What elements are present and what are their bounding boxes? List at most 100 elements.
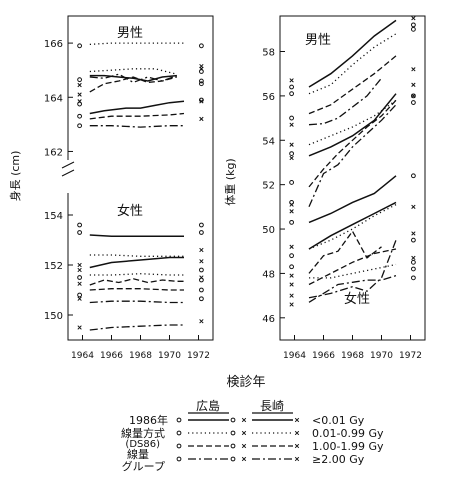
x-axis-title: 検診年: [226, 374, 265, 390]
height-marker-hiroshima: [199, 296, 204, 302]
weight-series-male-hiroshima-dashed: [308, 99, 397, 188]
height-x-tick-label: 1972: [187, 351, 210, 361]
weight-marker-nagasaki: [411, 16, 416, 21]
height-series-male-hiroshima-solid: [89, 100, 185, 115]
height-ticks-group: 1964 1966 1968 1970 1972 162 164 166 150 152 154: [44, 39, 210, 361]
height-series-male-nagasaki-dashed: [89, 76, 177, 93]
weight-marker-hiroshima: [411, 237, 416, 243]
weight-series-male-hiroshima-dashdot: [308, 104, 397, 208]
weight-marker-hiroshima: [411, 22, 416, 28]
legend-marker-nagasaki-right: [294, 417, 300, 423]
weight-marker-hiroshima: [411, 259, 416, 265]
legend-dose-label: 1.00-1.99 Gy: [312, 440, 384, 453]
height-marker-nagasaki: [77, 82, 82, 88]
height-series-group: [77, 42, 204, 331]
height-marker-hiroshima: [199, 222, 204, 228]
height-marker-hiroshima: [77, 275, 82, 280]
height-x-tick-label: 1966: [100, 351, 123, 361]
height-marker-hiroshima: [199, 287, 204, 293]
height-series-female-nagasaki-dotted: [89, 273, 184, 276]
height-marker-hiroshima: [199, 81, 204, 87]
legend-marker-hiroshima-right: [230, 417, 236, 423]
height-marker-hiroshima: [199, 267, 204, 273]
weight-marker-nagasaki: [411, 67, 416, 72]
weight-marker-hiroshima: [289, 264, 295, 270]
legend-rows: <0.01 Gy0.01-0.99 Gy1.00-1.99 Gy≥2.00 Gy: [176, 414, 384, 466]
weight-series-male-hiroshima-dotted: [308, 99, 397, 146]
height-marker-nagasaki: [77, 296, 82, 301]
height-series-female-hiroshima-dotted: [89, 254, 184, 257]
legend: 広島 長崎 1986年 線量方式 (DS86) 線量 グループ <0.01 Gy…: [121, 398, 384, 473]
weight-y-tick-label: 54: [262, 136, 275, 147]
height-series-female-nagasaki-dashed: [89, 278, 184, 286]
weight-marker-hiroshima: [411, 173, 416, 179]
weight-y-tick-label: 48: [262, 269, 275, 280]
legend-marker-hiroshima-left: [176, 443, 182, 449]
height-series-male-hiroshima-dashdot: [89, 125, 184, 128]
height-marker-nagasaki: [77, 325, 82, 330]
height-marker-hiroshima: [77, 101, 82, 107]
weight-series-male-nagasaki-dashed: [308, 55, 397, 115]
height-marker-hiroshima: [199, 43, 204, 49]
weight-y-tick-label: 58: [262, 48, 275, 59]
height-x-tick-label: 1970: [158, 351, 181, 361]
weight-series-male-nagasaki-solid: [308, 19, 397, 88]
height-marker-hiroshima: [199, 78, 204, 84]
height-marker-nagasaki: [77, 92, 82, 97]
height-axis-frame-upper: [67, 15, 214, 341]
height-panel: 1964 1966 1968 1970 1972 162 164 166 150 152 154 男…: [8, 15, 214, 361]
weight-marker-nagasaki: [289, 273, 294, 278]
weight-panel: 1964 1966 1968 1970 1972 46 48 50 52 54 56 58 男性 女性…: [223, 15, 426, 361]
weight-group-label-male: 男性: [305, 33, 331, 48]
weight-series-female-nagasaki-solid: [308, 201, 397, 250]
legend-marker-nagasaki-left: [241, 443, 247, 449]
height-marker-nagasaki: [199, 66, 204, 71]
weight-marker-nagasaki: [289, 302, 294, 307]
height-series-female-nagasaki-dashdot: [89, 324, 184, 331]
weight-x-tick-label: 1964: [283, 351, 306, 361]
weight-marker-nagasaki: [289, 293, 294, 298]
weight-marker-nagasaki: [289, 155, 294, 161]
height-y-tick-label: 154: [44, 211, 63, 222]
legend-marker-hiroshima-left: [176, 456, 182, 462]
height-marker-nagasaki: [199, 259, 204, 264]
weight-series-female-hiroshima-dashdot: [308, 239, 397, 299]
height-series-male-nagasaki-solid: [89, 74, 177, 82]
legend-label-year: 1986年: [129, 413, 168, 427]
height-marker-hiroshima: [77, 113, 82, 119]
height-group-label-female: 女性: [117, 203, 143, 219]
weight-marker-nagasaki: [289, 142, 294, 147]
weight-series-female-hiroshima-dashed: [308, 248, 397, 286]
height-marker-nagasaki: [77, 99, 82, 104]
height-series-male-hiroshima-dashed: [89, 112, 185, 120]
height-marker-nagasaki: [77, 281, 82, 286]
height-marker-nagasaki: [199, 247, 204, 253]
height-marker-hiroshima: [77, 77, 82, 83]
legend-header-hiroshima: 広島: [196, 398, 220, 413]
axis-break-mark: [61, 161, 75, 177]
weight-marker-nagasaki: [289, 202, 294, 207]
weight-marker-hiroshima: [411, 275, 416, 281]
weight-marker-nagasaki: [289, 244, 294, 249]
legend-label-method: 線量方式: [121, 426, 165, 440]
legend-marker-hiroshima-left: [176, 417, 182, 423]
legend-marker-nagasaki-left: [241, 456, 247, 462]
height-marker-nagasaki: [77, 262, 82, 268]
height-series-female-nagasaki-solid: [89, 256, 184, 269]
weight-marker-nagasaki: [411, 93, 416, 99]
weight-marker-hiroshima: [411, 100, 416, 105]
height-marker-hiroshima: [77, 222, 82, 228]
weight-y-tick-label: 56: [262, 92, 275, 103]
weight-series-male-nagasaki-dashdot: [308, 77, 383, 126]
weight-marker-nagasaki: [289, 209, 294, 214]
weight-marker-nagasaki: [411, 255, 416, 261]
height-marker-hiroshima: [77, 123, 82, 129]
legend-marker-nagasaki-right: [294, 430, 300, 436]
weight-y-tick-label: 46: [262, 314, 275, 325]
weight-y-tick-label: 50: [262, 225, 275, 236]
height-marker-hiroshima: [77, 43, 82, 49]
legend-label-group: グループ: [122, 459, 165, 473]
weight-marker-hiroshima: [411, 266, 416, 272]
height-y-tick-label: 162: [44, 147, 63, 158]
legend-marker-nagasaki-left: [241, 430, 247, 436]
